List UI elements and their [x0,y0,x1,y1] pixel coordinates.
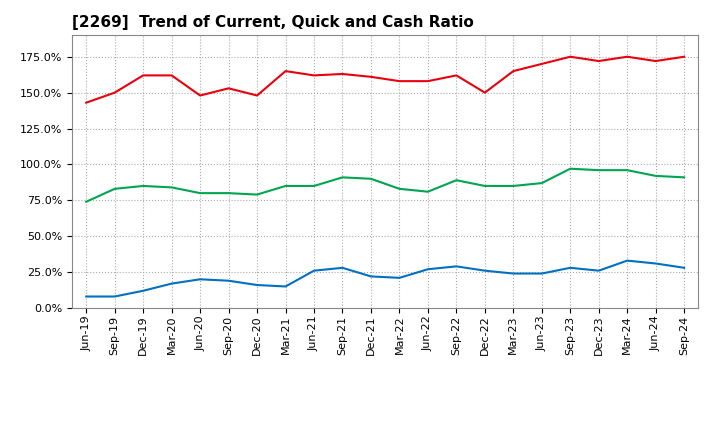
Quick Ratio [509,183,518,189]
Cash Ratio [395,275,404,280]
Current Ratio [566,54,575,59]
Quick Ratio [366,176,375,181]
Cash Ratio [167,281,176,286]
Cash Ratio [196,277,204,282]
Quick Ratio [282,183,290,189]
Current Ratio [167,73,176,78]
Current Ratio [680,54,688,59]
Cash Ratio [310,268,318,273]
Current Ratio [452,73,461,78]
Cash Ratio [452,264,461,269]
Current Ratio [110,90,119,95]
Current Ratio [623,54,631,59]
Cash Ratio [110,294,119,299]
Quick Ratio [338,175,347,180]
Current Ratio [82,100,91,105]
Current Ratio [282,69,290,74]
Quick Ratio [110,186,119,191]
Quick Ratio [537,180,546,186]
Quick Ratio [196,191,204,196]
Quick Ratio [253,192,261,197]
Text: [2269]  Trend of Current, Quick and Cash Ratio: [2269] Trend of Current, Quick and Cash … [72,15,474,30]
Current Ratio [253,93,261,98]
Cash Ratio [680,265,688,271]
Cash Ratio [595,268,603,273]
Cash Ratio [338,265,347,271]
Quick Ratio [652,173,660,179]
Current Ratio [225,86,233,91]
Cash Ratio [225,278,233,283]
Current Ratio [395,78,404,84]
Current Ratio [537,61,546,66]
Quick Ratio [595,168,603,173]
Cash Ratio [423,267,432,272]
Cash Ratio [253,282,261,288]
Current Ratio [652,59,660,64]
Line: Quick Ratio: Quick Ratio [86,169,684,202]
Current Ratio [366,74,375,80]
Quick Ratio [167,185,176,190]
Cash Ratio [366,274,375,279]
Quick Ratio [680,175,688,180]
Current Ratio [480,90,489,95]
Quick Ratio [452,178,461,183]
Quick Ratio [225,191,233,196]
Cash Ratio [623,258,631,263]
Quick Ratio [395,186,404,191]
Line: Cash Ratio: Cash Ratio [86,260,684,297]
Quick Ratio [566,166,575,171]
Quick Ratio [623,168,631,173]
Current Ratio [196,93,204,98]
Cash Ratio [566,265,575,271]
Current Ratio [595,59,603,64]
Quick Ratio [423,189,432,194]
Cash Ratio [139,288,148,293]
Quick Ratio [310,183,318,189]
Quick Ratio [139,183,148,189]
Current Ratio [139,73,148,78]
Cash Ratio [82,294,91,299]
Quick Ratio [82,199,91,205]
Cash Ratio [282,284,290,289]
Cash Ratio [652,261,660,266]
Cash Ratio [537,271,546,276]
Current Ratio [338,71,347,77]
Line: Current Ratio: Current Ratio [86,57,684,103]
Quick Ratio [480,183,489,189]
Cash Ratio [509,271,518,276]
Cash Ratio [480,268,489,273]
Current Ratio [310,73,318,78]
Current Ratio [423,78,432,84]
Current Ratio [509,69,518,74]
